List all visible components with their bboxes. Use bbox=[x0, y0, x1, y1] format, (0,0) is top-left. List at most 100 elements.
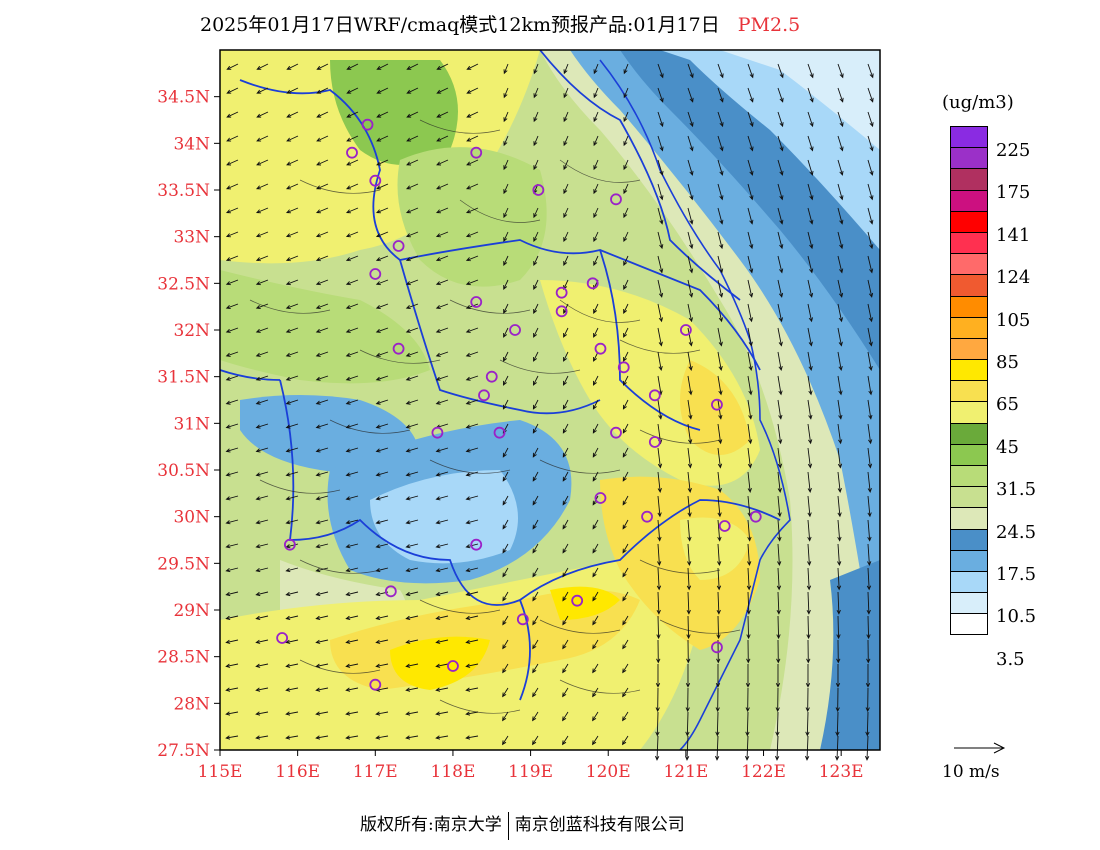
legend-label: 105 bbox=[996, 309, 1031, 331]
wind-arrow bbox=[405, 567, 419, 573]
wind-arrow bbox=[225, 255, 239, 262]
wind-arrow bbox=[865, 735, 870, 761]
wind-arrow bbox=[435, 687, 449, 692]
wind-arrow bbox=[465, 279, 479, 286]
wind-arrow bbox=[592, 423, 599, 434]
wind-arrow bbox=[687, 135, 694, 152]
wind-arrow bbox=[776, 639, 781, 664]
wind-arrow bbox=[502, 711, 509, 722]
wind-arrow bbox=[255, 279, 269, 286]
wind-arrow bbox=[465, 327, 479, 333]
wind-arrow bbox=[502, 399, 509, 410]
wind-arrow bbox=[315, 591, 329, 597]
wind-arrow bbox=[532, 663, 539, 674]
wind-arrow bbox=[405, 207, 419, 214]
lon-label: 117E bbox=[353, 762, 398, 782]
city-marker bbox=[648, 389, 661, 402]
wind-arrow bbox=[687, 399, 693, 420]
wind-arrow bbox=[256, 87, 269, 94]
wind-arrow bbox=[867, 87, 874, 103]
wind-arrow bbox=[775, 711, 780, 737]
wind-arrow bbox=[837, 471, 842, 493]
wind-arrow bbox=[747, 303, 753, 323]
wind-arrow bbox=[593, 231, 599, 243]
wind-arrow bbox=[405, 327, 419, 333]
wind-arrow bbox=[226, 183, 239, 190]
province-boundaries bbox=[220, 50, 781, 701]
wind-arrow bbox=[435, 375, 449, 381]
wind-arrow bbox=[777, 135, 784, 152]
wind-arrow bbox=[867, 375, 873, 396]
legend-swatch bbox=[950, 295, 988, 317]
wind-arrow bbox=[255, 591, 269, 597]
county-boundaries bbox=[249, 119, 741, 714]
wind-arrow bbox=[502, 519, 509, 530]
city-marker bbox=[276, 632, 289, 644]
wind-arrow bbox=[225, 663, 239, 668]
wind-arrow bbox=[315, 279, 329, 286]
wind-arrow bbox=[405, 303, 419, 310]
title-main: 2025年01月17日WRF/cmaq模式12km预报产品:01月17日 bbox=[200, 14, 720, 36]
wind-arrow bbox=[315, 543, 329, 549]
wind-arrow bbox=[777, 207, 784, 225]
wind-arrow bbox=[747, 327, 753, 347]
wind-arrow bbox=[435, 303, 449, 310]
city-marker bbox=[369, 678, 382, 691]
wind-arrow bbox=[807, 159, 814, 176]
wind-arrow bbox=[593, 303, 599, 314]
wind-arrow bbox=[775, 735, 780, 761]
wind-arrow bbox=[315, 327, 329, 333]
lat-label: 31N bbox=[173, 414, 210, 434]
wind-arrow bbox=[435, 567, 449, 573]
wind-arrow bbox=[777, 447, 783, 469]
wind-arrow bbox=[807, 471, 812, 493]
wind-arrow bbox=[717, 87, 724, 103]
wind-arrow bbox=[593, 327, 599, 338]
wind-arrow bbox=[592, 447, 599, 458]
lat-label: 34N bbox=[173, 134, 210, 154]
city-markers bbox=[276, 118, 762, 691]
wind-arrow bbox=[807, 327, 813, 347]
wind-arrow bbox=[623, 207, 629, 219]
wind-arrow bbox=[686, 615, 691, 640]
wind-arrow bbox=[716, 567, 722, 591]
wind-arrow bbox=[255, 543, 269, 549]
wind-arrow bbox=[562, 399, 569, 410]
wind-arrow bbox=[316, 63, 329, 70]
wind-arrow bbox=[286, 111, 299, 118]
wind-arrow bbox=[867, 279, 874, 298]
wind-arrow bbox=[315, 711, 329, 716]
wind-arrow bbox=[316, 135, 329, 142]
legend-label: 31.5 bbox=[996, 479, 1037, 501]
wind-arrow bbox=[286, 159, 299, 166]
wind-arrow bbox=[747, 159, 754, 176]
lon-label: 118E bbox=[431, 762, 476, 782]
wind-arrow bbox=[593, 207, 599, 219]
wind-arrow bbox=[255, 375, 269, 381]
wind-arrow bbox=[285, 327, 299, 333]
wind-arrow bbox=[285, 591, 299, 597]
wind-arrow bbox=[503, 231, 509, 243]
legend-unit: (ug/m3) bbox=[942, 92, 1014, 113]
wind-arrow bbox=[687, 207, 694, 225]
city-marker bbox=[346, 146, 358, 159]
wind-arrow bbox=[563, 63, 569, 75]
wind-arrow bbox=[716, 615, 721, 640]
wind-arrow bbox=[747, 231, 754, 250]
wind-arrow bbox=[715, 687, 720, 713]
wind-arrow bbox=[345, 447, 359, 453]
wind-arrow bbox=[345, 687, 359, 692]
wind-arrow bbox=[656, 639, 661, 664]
wind-arrow bbox=[717, 351, 723, 372]
lon-label: 119E bbox=[508, 762, 553, 782]
legend-label: 175 bbox=[996, 182, 1031, 204]
wind-arrow bbox=[686, 567, 692, 591]
wind-arrow bbox=[777, 543, 782, 567]
city-marker bbox=[718, 520, 731, 532]
wind-arrow bbox=[465, 207, 479, 214]
wind-arrow bbox=[503, 159, 509, 171]
wind-arrow bbox=[622, 423, 629, 434]
wind-arrow bbox=[503, 87, 509, 99]
wind-arrow bbox=[465, 639, 479, 644]
wind-arrow bbox=[807, 231, 814, 250]
